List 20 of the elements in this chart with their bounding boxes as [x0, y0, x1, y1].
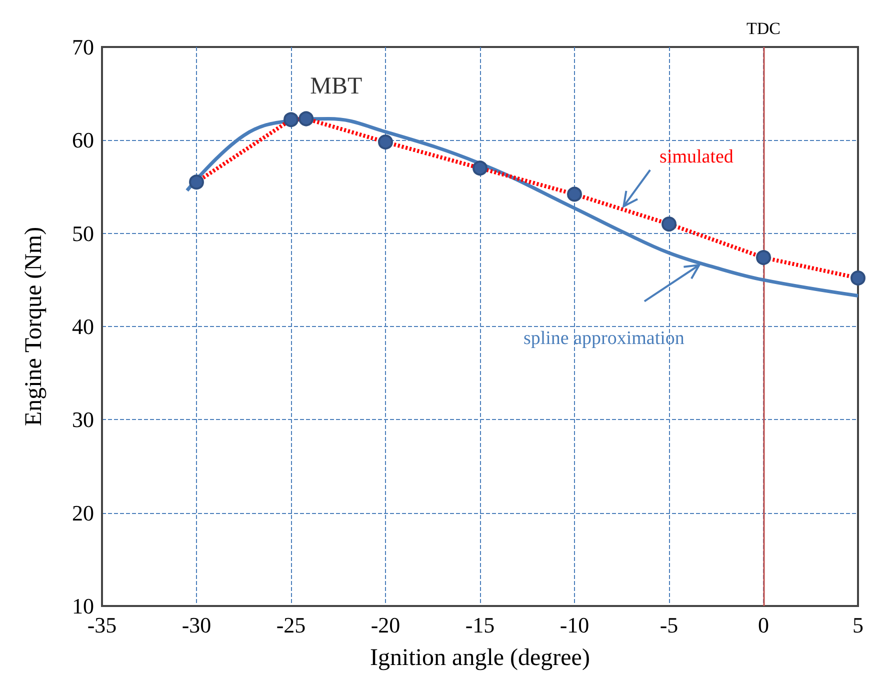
x-tick-label: -15 — [465, 612, 495, 638]
x-axis-title: Ignition angle (degree) — [370, 645, 590, 671]
text: spline approximation — [523, 328, 685, 350]
x-tick-label: -5 — [660, 612, 678, 638]
y-tick-label: 70 — [72, 34, 94, 60]
x-tick-label: 5 — [852, 612, 864, 638]
y-tick-label: 30 — [72, 407, 94, 432]
x-tick-label: -25 — [276, 612, 306, 638]
x-tick-label: 0 — [758, 612, 769, 638]
annotation: MBT — [310, 74, 362, 100]
y-tick-label: 40 — [72, 314, 94, 339]
y-axis-title: Engine Torque (Nm) — [21, 226, 47, 426]
x-tick-label: -20 — [370, 612, 400, 638]
text: simulated — [660, 146, 734, 168]
y-tick-label: 20 — [72, 500, 94, 526]
x-tick-label: -10 — [560, 612, 590, 638]
y-tick-label: 50 — [72, 220, 94, 246]
y-tick-label: 60 — [72, 128, 94, 153]
ref-line-label: TDC — [746, 19, 780, 38]
x-tick-label: -30 — [182, 612, 212, 638]
